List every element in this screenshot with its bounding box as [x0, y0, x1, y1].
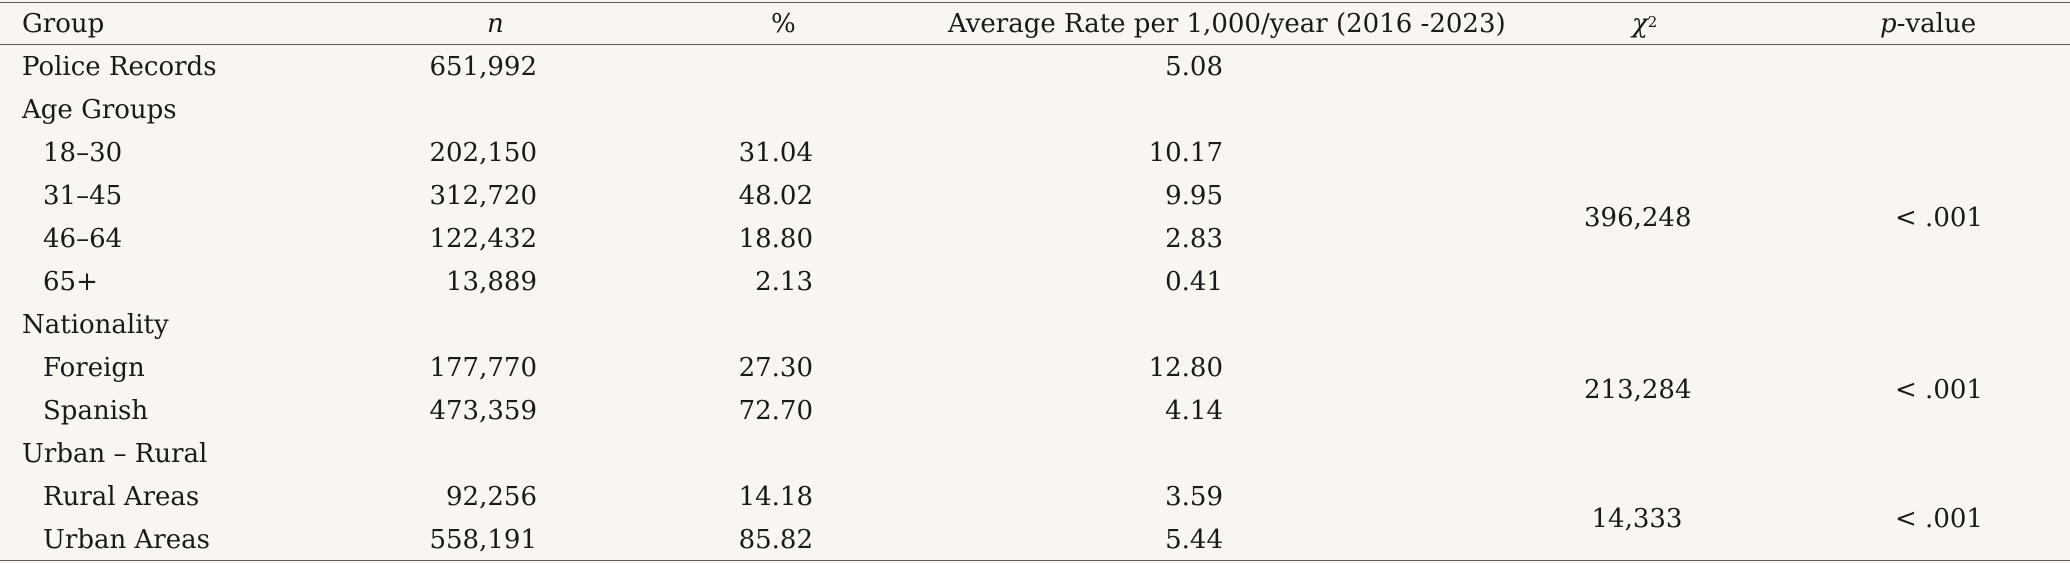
row-percent: 48.02 — [738, 181, 813, 211]
row-n: 13,889 — [446, 267, 537, 297]
p-value-nationality: < .001 — [1895, 375, 1983, 405]
row-rate: 3.59 — [1165, 482, 1223, 512]
row-n: 558,191 — [429, 525, 537, 555]
header-n: n — [487, 9, 504, 39]
row-label: Police Records — [22, 52, 217, 82]
table-row: Urban – Rural — [0, 433, 2070, 476]
table-row: 18–30 202,150 31.04 10.17 — [0, 132, 2070, 175]
row-percent: 31.04 — [738, 138, 813, 168]
table-row: Rural Areas 92,256 14.18 3.59 — [0, 476, 2070, 519]
row-label: Nationality — [22, 310, 169, 340]
row-percent: 72.70 — [738, 396, 813, 426]
table-top-rule — [0, 2, 2070, 3]
table-row: Urban Areas 558,191 85.82 5.44 — [0, 519, 2070, 562]
row-rate: 9.95 — [1165, 181, 1223, 211]
table-row: Foreign 177,770 27.30 12.80 — [0, 347, 2070, 390]
row-label: Age Groups — [22, 95, 177, 125]
row-percent: 14.18 — [738, 482, 813, 512]
chi-square-nationality: 213,284 — [1584, 375, 1692, 405]
chi-square-urban-rural: 14,333 — [1591, 504, 1683, 534]
row-label: 31–45 — [43, 181, 123, 211]
row-label: 46–64 — [43, 224, 123, 254]
row-rate: 10.17 — [1148, 138, 1223, 168]
table-row: Nationality — [0, 304, 2070, 347]
row-rate: 2.83 — [1165, 224, 1223, 254]
row-rate: 4.14 — [1165, 396, 1223, 426]
header-bottom-rule — [0, 44, 2070, 45]
table-bottom-rule — [0, 560, 2070, 561]
table-row: 46–64 122,432 18.80 2.83 — [0, 218, 2070, 261]
row-n: 651,992 — [429, 52, 537, 82]
table-row: Police Records 651,992 5.08 — [0, 46, 2070, 89]
table-row: Age Groups — [0, 89, 2070, 132]
header-p-value: p-value — [1880, 9, 1977, 39]
row-n: 202,150 — [429, 138, 537, 168]
p-value-age-groups: < .001 — [1895, 203, 1983, 233]
row-percent: 27.30 — [738, 353, 813, 383]
row-label: 18–30 — [43, 138, 123, 168]
header-average-rate: Average Rate per 1,000/year (2016 -2023) — [948, 9, 1506, 39]
row-rate: 5.44 — [1165, 525, 1223, 555]
row-n: 177,770 — [429, 353, 537, 383]
row-percent: 85.82 — [738, 525, 813, 555]
row-rate: 12.80 — [1148, 353, 1223, 383]
table-row: 31–45 312,720 48.02 9.95 — [0, 175, 2070, 218]
row-n: 92,256 — [446, 482, 537, 512]
p-value-urban-rural: < .001 — [1895, 504, 1983, 534]
row-label: Foreign — [43, 353, 145, 383]
header-chi-square: χ2 — [1632, 9, 1658, 39]
row-n: 122,432 — [429, 224, 537, 254]
row-label: 65+ — [43, 267, 98, 297]
row-n: 312,720 — [429, 181, 537, 211]
table-row: Spanish 473,359 72.70 4.14 — [0, 390, 2070, 433]
chi-square-age-groups: 396,248 — [1584, 203, 1692, 233]
row-rate: 0.41 — [1165, 267, 1223, 297]
row-label: Rural Areas — [43, 482, 200, 512]
header-group: Group — [22, 9, 105, 39]
row-rate: 5.08 — [1165, 52, 1223, 82]
header-percent: % — [771, 9, 796, 39]
row-label: Spanish — [43, 396, 149, 426]
row-n: 473,359 — [429, 396, 537, 426]
row-percent: 2.13 — [755, 267, 813, 297]
row-percent: 18.80 — [738, 224, 813, 254]
row-label: Urban – Rural — [22, 439, 208, 469]
row-label: Urban Areas — [43, 525, 210, 555]
table-row: 65+ 13,889 2.13 0.41 — [0, 261, 2070, 304]
